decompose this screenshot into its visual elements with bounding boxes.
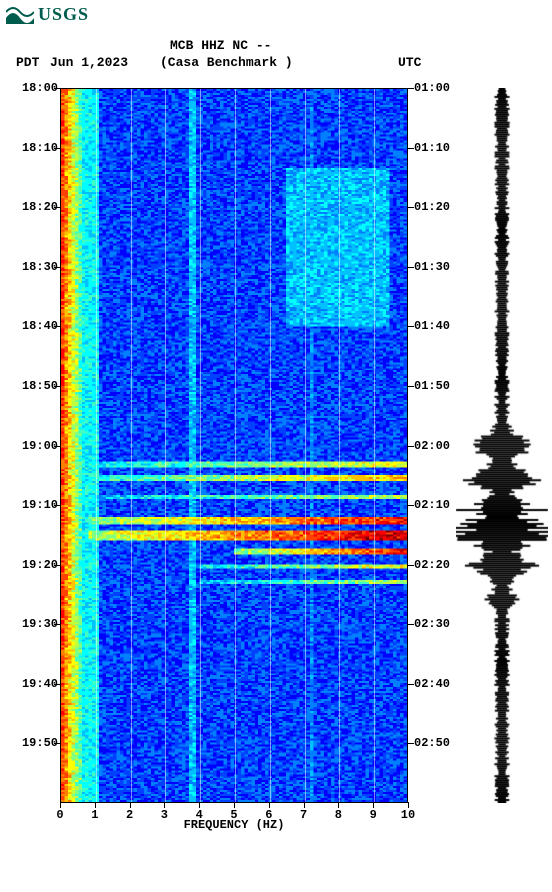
usgs-logo-text: USGS [38, 4, 89, 25]
usgs-wave-icon [6, 6, 34, 24]
spectrogram-plot [60, 88, 408, 803]
pdt-tick: 18:40 [22, 319, 58, 333]
pdt-tick: 19:00 [22, 439, 58, 453]
utc-tick: 02:40 [414, 677, 450, 691]
pdt-tick: 19:10 [22, 498, 58, 512]
utc-tick: 02:10 [414, 498, 450, 512]
x-axis-label: FREQUENCY (HZ) [60, 818, 408, 832]
utc-tick: 02:20 [414, 558, 450, 572]
pdt-tick: 18:20 [22, 200, 58, 214]
pdt-tick: 18:10 [22, 141, 58, 155]
utc-tick: 01:50 [414, 379, 450, 393]
waveform-panel [456, 88, 548, 803]
date-label: Jun 1,2023 [50, 55, 128, 70]
tz-left-label: PDT [16, 55, 39, 70]
utc-tick: 01:40 [414, 319, 450, 333]
utc-tick: 02:00 [414, 439, 450, 453]
pdt-tick: 19:50 [22, 736, 58, 750]
spectrogram-canvas [61, 89, 407, 802]
utc-tick: 01:20 [414, 200, 450, 214]
utc-tick: 02:30 [414, 617, 450, 631]
station-name: (Casa Benchmark ) [160, 55, 293, 70]
utc-tick: 02:50 [414, 736, 450, 750]
utc-tick: 01:10 [414, 141, 450, 155]
pdt-tick: 18:30 [22, 260, 58, 274]
station-code: MCB HHZ NC -- [170, 38, 271, 53]
utc-tick: 01:00 [414, 81, 450, 95]
pdt-tick: 18:50 [22, 379, 58, 393]
waveform-canvas [456, 88, 548, 803]
pdt-tick: 18:00 [22, 81, 58, 95]
pdt-tick: 19:30 [22, 617, 58, 631]
usgs-logo: USGS [6, 4, 89, 25]
pdt-tick: 19:20 [22, 558, 58, 572]
tz-right-label: UTC [398, 55, 421, 70]
pdt-tick: 19:40 [22, 677, 58, 691]
utc-tick: 01:30 [414, 260, 450, 274]
